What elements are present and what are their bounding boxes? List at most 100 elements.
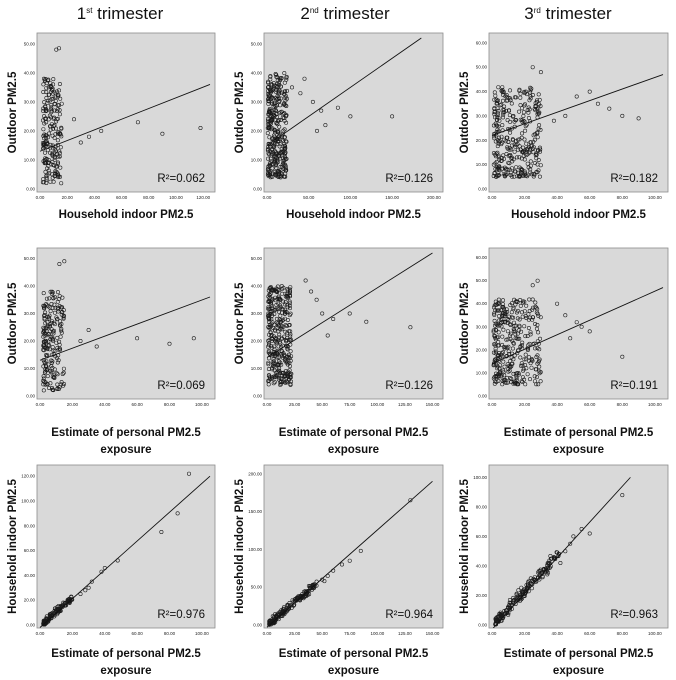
x-tick-label: 100.00 [648, 195, 662, 200]
data-point [502, 104, 507, 109]
data-point [527, 107, 532, 112]
data-point [347, 311, 352, 316]
data-point [55, 138, 60, 143]
data-point [276, 344, 281, 349]
data-point [266, 151, 271, 156]
data-point [339, 562, 344, 567]
data-point [495, 374, 500, 379]
data-point [284, 358, 289, 363]
x-tick-label: 0.00 [488, 402, 497, 407]
x-tick-label: 60.00 [584, 402, 596, 407]
data-point [532, 374, 537, 379]
data-point [288, 285, 293, 290]
data-point [512, 149, 517, 154]
data-point [322, 579, 327, 584]
data-point [280, 115, 285, 120]
data-point [522, 172, 527, 177]
x-tick-label: 75.00 [344, 402, 356, 407]
data-point [272, 172, 277, 177]
data-point [493, 343, 498, 348]
data-point [501, 327, 506, 332]
x-axis-title: Estimate of personal PM2.5 [51, 427, 201, 439]
data-point [528, 159, 533, 164]
data-point [499, 102, 504, 107]
data-point [50, 151, 55, 156]
data-point [270, 288, 275, 293]
r-squared-label: R²=0.191 [610, 380, 658, 392]
data-point [574, 94, 579, 99]
data-point [275, 370, 280, 375]
scatter-panel-r1c2: 0.00 10.00 20.00 30.00 40.00 50.00 0.00 50.00 10… [234, 32, 444, 221]
data-point [61, 313, 66, 318]
data-point [516, 328, 521, 333]
data-point [48, 309, 53, 314]
data-points [40, 46, 203, 186]
data-point [278, 382, 283, 387]
data-point [519, 131, 524, 136]
data-point [279, 349, 284, 354]
x-tick-label: 20.00 [519, 402, 531, 407]
data-point [42, 620, 47, 625]
data-point [501, 368, 506, 373]
data-point [518, 355, 523, 360]
fit-line [266, 481, 433, 628]
x-tick-label: 60.00 [132, 402, 144, 407]
data-point [507, 161, 512, 166]
data-point [511, 357, 516, 362]
data-point [278, 319, 283, 324]
x-tick-label: 25.00 [289, 631, 301, 636]
x-axis-title: Household indoor PM2.5 [59, 209, 194, 221]
data-point [277, 287, 282, 292]
data-point [536, 313, 541, 318]
data-point [521, 153, 526, 158]
data-point [537, 371, 542, 376]
data-point [276, 377, 281, 382]
data-point [491, 174, 496, 179]
data-point [523, 124, 528, 129]
data-point [51, 388, 56, 393]
data-point [273, 616, 278, 621]
data-point [496, 108, 501, 113]
data-point [273, 155, 278, 160]
data-point [279, 373, 284, 378]
y-tick-label: 100.00 [473, 475, 487, 480]
y-tick-label: 20.00 [476, 593, 488, 598]
x-tick-label: 20.00 [67, 402, 79, 407]
x-tick-label: 20.00 [67, 631, 79, 636]
data-point [495, 117, 500, 122]
data-point [532, 161, 537, 166]
column-titles: 1st trimester 2nd trimester 3rd trimester [77, 4, 612, 23]
data-point [538, 379, 543, 384]
data-point [274, 316, 279, 321]
data-point [498, 363, 503, 368]
data-point [46, 168, 51, 173]
y-tick-label: 100.00 [248, 547, 262, 552]
data-point [510, 338, 515, 343]
data-point [287, 375, 292, 380]
data-point [270, 115, 275, 120]
data-point [283, 146, 288, 151]
y-tick-label: 40.00 [24, 284, 36, 289]
data-point [89, 579, 94, 584]
data-point [276, 301, 281, 306]
scatter-panel-r2c2: 0.00 10.00 20.00 30.00 40.00 50.00 0.00 25.00 50… [234, 247, 444, 456]
data-point [265, 131, 270, 136]
data-point [563, 113, 568, 118]
data-point [135, 120, 140, 125]
data-point [272, 307, 277, 312]
data-point [509, 376, 514, 381]
data-point [49, 291, 54, 296]
data-point [518, 91, 523, 96]
data-point [59, 126, 64, 131]
data-point [496, 335, 501, 340]
column-title-text: trimester [541, 4, 612, 23]
data-point [525, 347, 530, 352]
data-point [503, 319, 508, 324]
data-point [265, 156, 270, 161]
data-point [538, 147, 543, 152]
data-point [518, 103, 523, 108]
data-point [530, 307, 535, 312]
x-tick-label: 25.00 [289, 402, 301, 407]
data-point [46, 77, 51, 82]
data-point [55, 335, 60, 340]
